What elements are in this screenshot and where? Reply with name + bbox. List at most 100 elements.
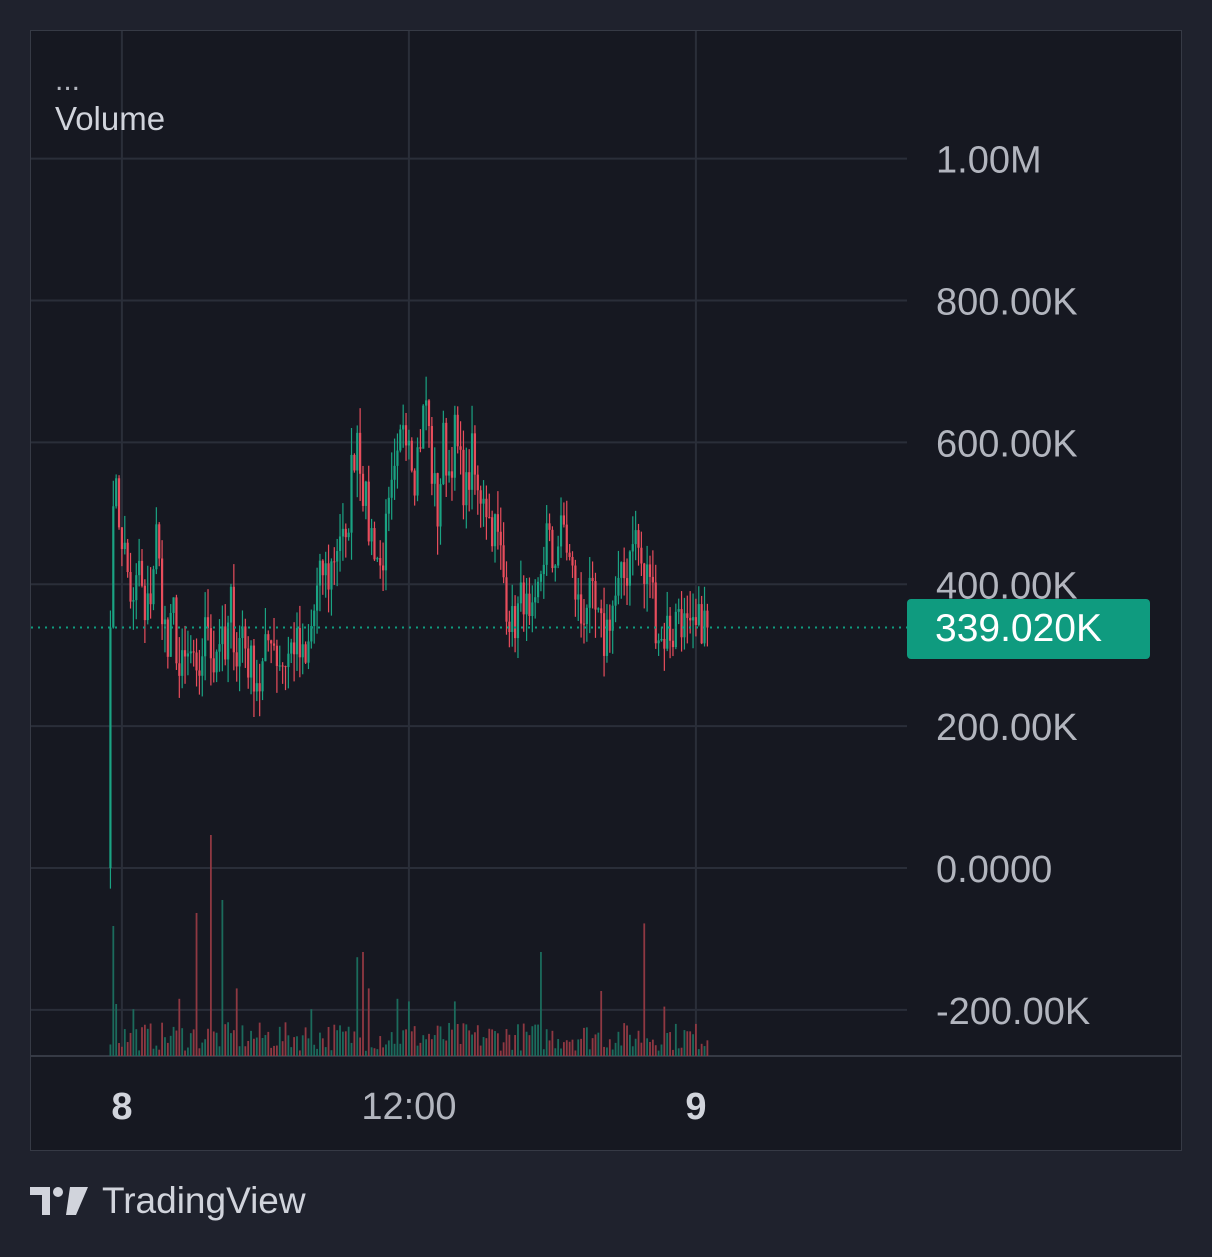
price-axis[interactable]: 1.00M800.00K600.00K400.00K200.00K0.0000-…	[936, 140, 1090, 1033]
candle-body	[166, 619, 169, 657]
candle-body	[514, 606, 517, 639]
candle-body	[404, 425, 408, 446]
volume-bar	[333, 1024, 336, 1056]
volume-bar	[321, 1038, 324, 1056]
candle-body	[631, 544, 634, 552]
candle-body	[674, 611, 677, 648]
volume-bar	[278, 1026, 281, 1056]
volume-bar	[474, 1032, 476, 1056]
volume-bar	[419, 1042, 422, 1056]
candle-body	[623, 562, 626, 579]
candle-body	[594, 581, 597, 610]
volume-bar	[347, 1026, 350, 1056]
candle-body	[129, 572, 132, 602]
volume-bar	[209, 835, 212, 1056]
candle-body	[602, 613, 606, 656]
volume-bar	[353, 1031, 356, 1056]
candle-body	[559, 515, 563, 547]
candle-body	[625, 578, 629, 586]
candle-body	[614, 595, 617, 606]
volume-bar	[574, 1050, 577, 1056]
candle-body	[321, 560, 324, 576]
candle-body	[278, 665, 281, 667]
candle-body	[511, 606, 514, 633]
volume-bar	[505, 1029, 508, 1056]
volume-bar	[187, 1047, 189, 1056]
volume-bar	[267, 1031, 270, 1056]
candle-body	[582, 623, 586, 625]
volume-bar	[494, 1031, 496, 1056]
candle-body	[330, 561, 333, 590]
candle-body	[505, 577, 508, 622]
candle-body	[255, 683, 258, 692]
candle-body	[462, 449, 465, 506]
candle-body	[333, 561, 336, 563]
candle-body	[399, 429, 402, 451]
candle-body	[347, 532, 350, 538]
candle-body	[585, 607, 588, 625]
volume-bar	[281, 1041, 284, 1056]
candle-body	[588, 577, 591, 608]
candle-body	[146, 593, 149, 621]
candle-body	[192, 651, 195, 653]
volume-bar	[413, 1026, 416, 1056]
volume-bar	[689, 1031, 692, 1056]
candle-body	[132, 600, 135, 602]
volume-bar	[215, 1032, 218, 1056]
candle-body	[318, 560, 322, 586]
candle-body	[327, 563, 330, 590]
volume-bar	[433, 1035, 436, 1056]
candlestick-chart[interactable]: 1.00M800.00K600.00K400.00K200.00K0.0000-…	[31, 31, 1182, 1151]
volume-bar	[519, 1050, 522, 1056]
candle-body	[189, 651, 192, 654]
candle-body	[186, 653, 190, 657]
volume-bar	[362, 952, 364, 1056]
candle-body	[668, 615, 672, 641]
time-axis[interactable]: 8 12:00 9	[111, 1086, 706, 1128]
volume-bar	[700, 1043, 703, 1056]
candle-body	[456, 414, 459, 447]
candle-body	[238, 638, 241, 667]
volume-bar	[580, 1038, 583, 1056]
volume-bar	[339, 1025, 341, 1056]
volume-bar	[169, 1035, 172, 1056]
volume-bar	[342, 1031, 344, 1056]
volume-bar	[396, 998, 399, 1056]
volume-bar	[646, 1038, 649, 1056]
volume-bar	[284, 1022, 287, 1056]
volume-bar	[118, 1043, 120, 1056]
legend-menu-icon[interactable]: ...	[55, 64, 81, 97]
candle-body	[534, 597, 537, 603]
volume-bar	[255, 1037, 258, 1056]
volume-bar	[626, 1025, 628, 1056]
candle-body	[307, 641, 310, 663]
candle-body	[442, 422, 445, 485]
candle-body	[577, 594, 580, 600]
volume-bar	[442, 1039, 445, 1056]
volume-bar	[189, 1033, 192, 1056]
volume-bar	[149, 1023, 152, 1056]
chart-panel[interactable]: 1.00M 800.00K 600.00K 400.00K 200.00K 0.0000-…	[30, 30, 1182, 1151]
candle-body	[229, 586, 233, 623]
candle-body	[671, 640, 675, 648]
candle-body	[301, 644, 304, 658]
volume-bar	[264, 1035, 267, 1056]
candle-body	[341, 528, 345, 537]
candle-body	[287, 653, 290, 668]
candle-body	[600, 608, 603, 614]
volume-bar	[382, 1047, 384, 1056]
legend-indicator-name[interactable]: Volume	[55, 100, 166, 137]
candle-body	[115, 478, 118, 507]
time-axis-label: 8	[111, 1086, 132, 1128]
volume-bar	[109, 1044, 112, 1056]
brand-footer[interactable]: TradingView	[30, 1176, 306, 1226]
volume-bar	[517, 1024, 519, 1056]
volume-bar	[166, 1042, 169, 1056]
candle-body	[373, 528, 376, 560]
volume-bar	[143, 1024, 146, 1056]
candle-body	[172, 597, 175, 613]
volume-bar	[585, 1027, 588, 1056]
candle-body	[402, 425, 405, 430]
volume-bar	[654, 1045, 657, 1056]
volume-bar	[674, 1023, 677, 1056]
